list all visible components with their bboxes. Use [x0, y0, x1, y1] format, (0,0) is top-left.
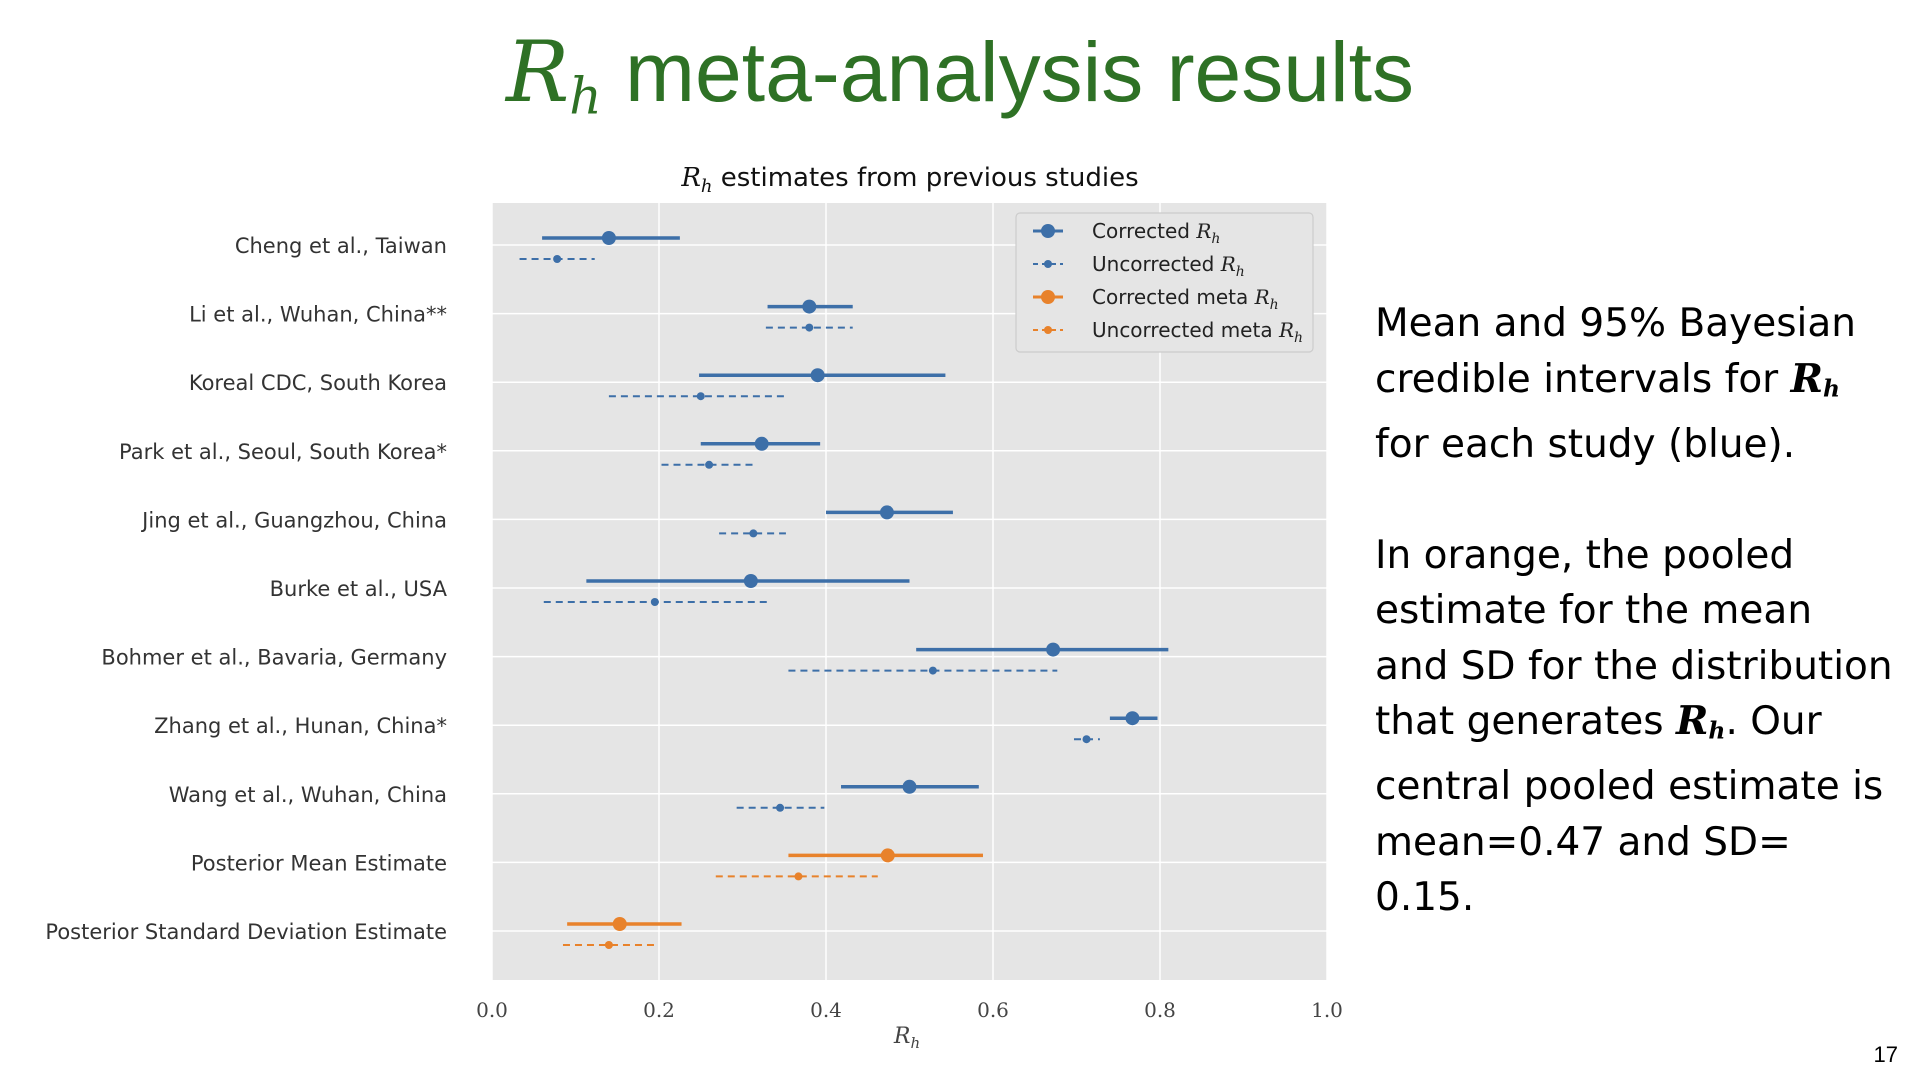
corrected-mean-point — [802, 299, 817, 314]
x-tick-label: 0.4 — [810, 998, 842, 1022]
legend: Corrected Rh Uncorrected Rh Corrected meta… — [1015, 212, 1314, 353]
uncorrected-mean-point — [1082, 735, 1091, 744]
x-tick-label: 0.0 — [476, 998, 508, 1022]
corrected-mean-point — [754, 436, 769, 451]
y-tick-label: Park et al., Seoul, South Korea* — [119, 440, 447, 464]
title-text: meta-analysis results — [601, 25, 1414, 119]
uncorrected-mean-point — [749, 529, 758, 538]
corrected-mean-point — [880, 848, 895, 863]
uncorrected-mean-point — [705, 460, 714, 469]
y-tick-label: Koreal CDC, South Korea — [189, 371, 447, 395]
x-tick-label: 0.6 — [977, 998, 1009, 1022]
corrected-mean-point — [743, 574, 758, 588]
page-number: 17 — [1873, 1042, 1898, 1067]
uncorrected-mean-point — [794, 872, 803, 881]
uncorrected-mean-point — [805, 323, 814, 332]
title-symbol: Rh — [506, 23, 602, 126]
legend-label: Uncorrected Rh — [1092, 252, 1245, 280]
corrected-mean-point — [601, 231, 616, 245]
y-tick-label: Bohmer et al., Bavaria, Germany — [101, 646, 447, 670]
corrected-mean-point — [612, 917, 627, 931]
corrected-mean-point — [902, 779, 917, 794]
y-tick-label: Wang et al., Wuhan, China — [169, 783, 447, 807]
y-tick-label: Posterior Standard Deviation Estimate — [45, 920, 447, 944]
legend-marker — [1044, 260, 1052, 268]
rh-symbol: Rh — [1676, 698, 1726, 745]
y-tick-label: Li et al., Wuhan, China** — [189, 303, 447, 327]
legend-marker — [1041, 290, 1055, 304]
corrected-mean-point — [1046, 642, 1061, 657]
uncorrected-mean-point — [553, 255, 562, 263]
grid-lines — [491, 203, 1328, 980]
y-tick-label: Posterior Mean Estimate — [191, 851, 447, 875]
uncorrected-mean-point — [928, 666, 937, 675]
chart-title: Rh estimates from previous studies — [680, 163, 1138, 197]
uncorrected-mean-point — [776, 803, 785, 812]
description-paragraph-2: In orange, the pooled estimate for the m… — [1375, 532, 1893, 921]
legend-marker — [1041, 224, 1055, 238]
x-axis-label: Rh — [893, 1024, 920, 1052]
side-description: Mean and 95% Bayesian credible intervals… — [1375, 296, 1895, 981]
y-tick-label: Cheng et al., Taiwan — [235, 234, 447, 258]
y-tick-label: Jing et al., Guangzhou, China — [140, 508, 447, 532]
legend-label: Corrected Rh — [1092, 219, 1220, 247]
legend-label: Uncorrected meta Rh — [1092, 318, 1303, 346]
corrected-mean-point — [810, 368, 825, 383]
y-tick-label: Burke et al., USA — [270, 577, 448, 601]
corrected-mean-point — [1125, 711, 1140, 726]
chart-marks — [519, 231, 1169, 949]
x-axis-ticks: 0.0 0.2 0.4 0.6 0.8 1.0 — [476, 998, 1343, 1022]
y-axis-labels: Cheng et al., Taiwan Li et al., Wuhan, Ch… — [45, 234, 447, 944]
slide-title: Rh meta-analysis results — [0, 30, 1920, 122]
legend-box — [1015, 212, 1314, 353]
legend-label: Corrected meta Rh — [1092, 285, 1279, 313]
x-tick-label: 1.0 — [1311, 998, 1343, 1022]
uncorrected-mean-point — [696, 392, 705, 401]
uncorrected-mean-point — [604, 941, 613, 949]
rh-symbol: Rh — [1790, 355, 1841, 403]
x-tick-label: 0.8 — [1144, 998, 1176, 1022]
description-paragraph-1: Mean and 95% Bayesian credible intervals… — [1375, 301, 1857, 467]
corrected-mean-point — [879, 505, 894, 520]
x-tick-label: 0.2 — [643, 998, 675, 1022]
y-tick-label: Zhang et al., Hunan, China* — [154, 714, 447, 738]
legend-marker — [1044, 326, 1052, 334]
uncorrected-mean-point — [650, 598, 659, 606]
